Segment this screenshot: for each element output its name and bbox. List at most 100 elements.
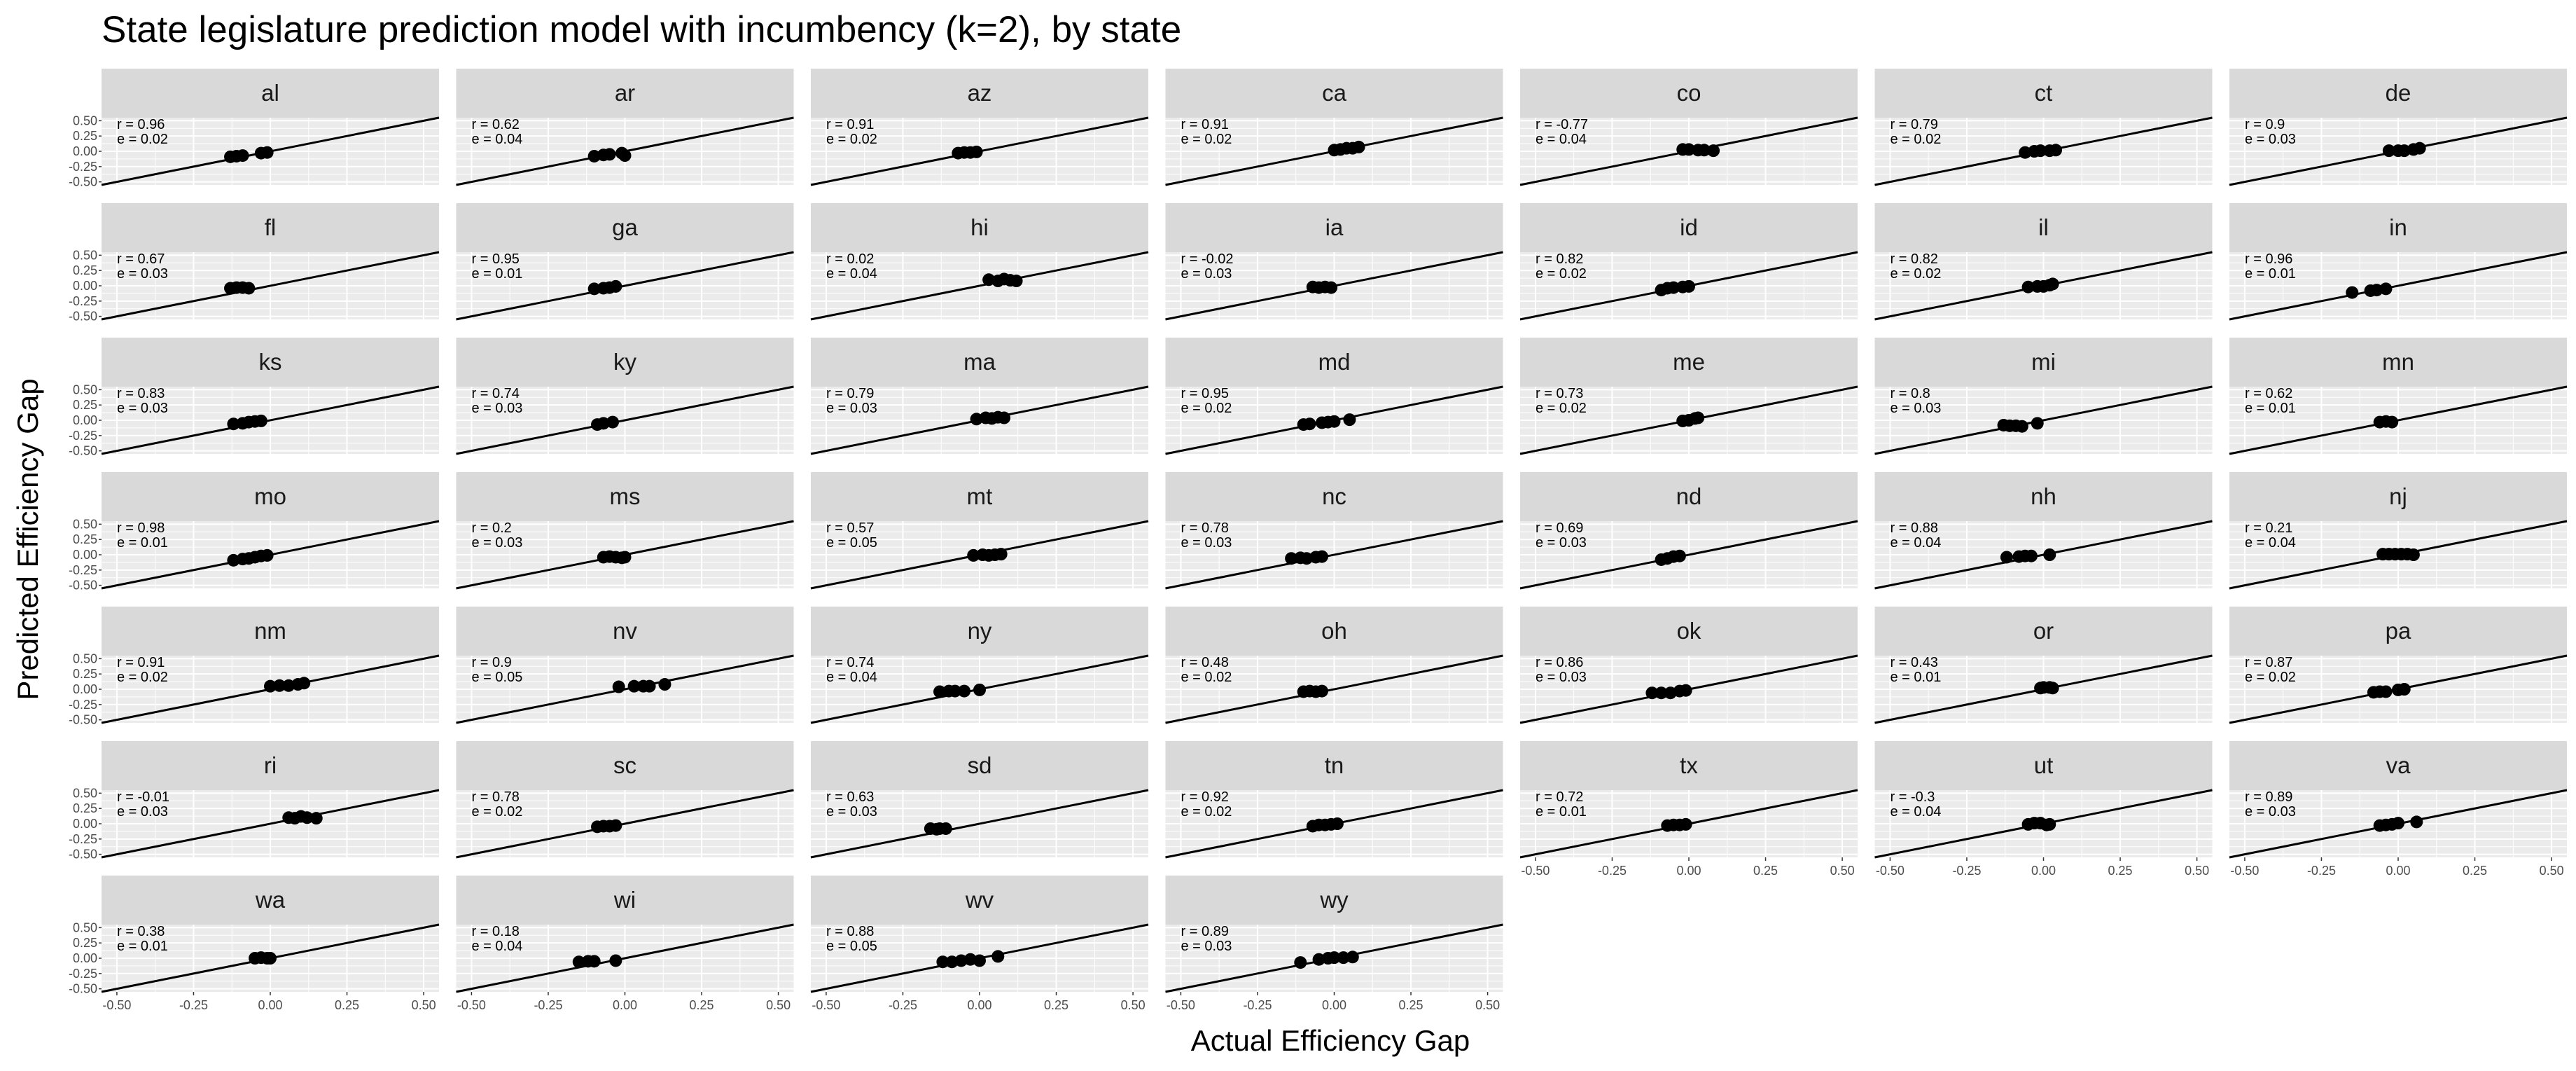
stat-r: r = 0.18: [472, 924, 520, 939]
x-tick-label: -0.50: [1167, 998, 1195, 1012]
y-tick-label: -0.50: [69, 713, 97, 727]
facet-panel-nv: nv r = 0.9e = 0.05: [456, 607, 794, 724]
stat-e: e = 0.03: [117, 804, 168, 820]
stat-e: e = 0.01: [117, 535, 168, 551]
strip-label: hi: [970, 214, 989, 240]
stat-e: e = 0.01: [2245, 266, 2296, 282]
strip-background: [1874, 338, 2213, 387]
strip-background: [811, 338, 1148, 387]
stat-r: r = 0.21: [2245, 520, 2292, 536]
strip-label: or: [2033, 618, 2054, 644]
y-tick-label: 0.00: [73, 144, 97, 158]
y-axis-title: Predicted Efficiency Gap: [11, 378, 44, 700]
stat-r: r = 0.89: [1181, 924, 1229, 939]
strip-label: tn: [1325, 752, 1344, 778]
reference-line: [101, 789, 440, 859]
data-point: [1679, 684, 1692, 697]
x-tick-label: 0.25: [1753, 864, 1778, 878]
reference-line: [2229, 251, 2568, 321]
strip-label: de: [2386, 80, 2411, 106]
strip-background: [2229, 338, 2567, 387]
x-tick-label: -0.25: [889, 998, 917, 1012]
stat-e: e = 0.02: [472, 804, 523, 820]
strip-background: [102, 338, 439, 387]
data-point: [1343, 413, 1356, 427]
strip-background: [2229, 69, 2567, 118]
facet-panel-ks: ks r = 0.83e = 0.03 0.50 0.250.00 -0.25-0.50: [69, 338, 440, 458]
stat-e: e = 0.04: [1891, 535, 1942, 551]
data-point: [1673, 549, 1686, 562]
reference-line: [810, 789, 1149, 859]
facet-panel-oh: oh r = 0.48e = 0.02: [1165, 607, 1503, 724]
stat-e: e = 0.02: [1181, 670, 1232, 685]
chart-title: State legislature prediction model with …: [102, 9, 1181, 50]
data-point: [1655, 686, 1668, 700]
facet-panel-ut: ut r = -0.3e = 0.04 -0.50 -0.25 0.00 0.25 0.50: [1874, 741, 2213, 878]
strip-background: [456, 203, 794, 252]
y-tick-label: -0.50: [69, 444, 97, 458]
strip-background: [811, 203, 1148, 252]
y-tick-label: 0.25: [73, 667, 97, 681]
data-point: [939, 822, 952, 835]
y-tick-label: -0.25: [69, 563, 97, 577]
y-tick-label: 0.00: [73, 682, 97, 696]
facet-panel-pa: pa r = 0.87e = 0.02: [2229, 607, 2568, 724]
y-tick-label: -0.50: [69, 982, 97, 996]
data-point: [2024, 549, 2038, 562]
stat-r: r = 0.96: [2245, 251, 2292, 267]
reference-line: [456, 251, 794, 321]
strip-background: [1874, 69, 2213, 118]
reference-line: [456, 385, 794, 455]
strip-label: me: [1673, 349, 1705, 375]
data-point: [1337, 951, 1350, 965]
data-point: [587, 955, 601, 968]
strip-background: [102, 472, 439, 521]
stat-e: e = 0.02: [117, 670, 168, 685]
x-tick-label: 0.00: [1322, 998, 1346, 1012]
y-tick-label: 0.00: [73, 817, 97, 831]
x-axis-title: Actual Efficiency Gap: [1191, 1024, 1470, 1057]
strip-label: ct: [2035, 80, 2053, 106]
data-point: [227, 417, 240, 431]
strip-label: wy: [1319, 887, 1349, 913]
data-point: [1325, 281, 1338, 294]
y-tick-label: 0.50: [73, 248, 97, 262]
x-tick-label: -0.50: [1521, 864, 1550, 878]
data-point: [1315, 550, 1328, 563]
x-tick-label: -0.50: [812, 998, 840, 1012]
facet-panel-nj: nj r = 0.21e = 0.04: [2229, 472, 2568, 590]
x-tick-label: -0.50: [102, 998, 131, 1012]
x-tick-label: 0.00: [967, 998, 991, 1012]
data-point: [1300, 552, 1314, 565]
strip-label: md: [1318, 349, 1351, 375]
stat-r: r = 0.91: [826, 117, 874, 132]
data-point: [2382, 144, 2395, 158]
data-point: [2413, 141, 2426, 155]
y-tick-label: 0.50: [73, 651, 97, 665]
facet-panel-az: az r = 0.91e = 0.02: [810, 69, 1149, 186]
facet-panel-ky: ky r = 0.74e = 0.03: [456, 338, 794, 455]
data-point: [606, 415, 619, 429]
x-tick-label: -0.50: [457, 998, 486, 1012]
y-tick-label: -0.50: [69, 848, 97, 862]
x-tick-label: 0.25: [2463, 864, 2487, 878]
stat-r: r = 0.72: [1536, 789, 1583, 805]
stat-e: e = 0.03: [826, 804, 877, 820]
facet-panel-wi: wi r = 0.18e = 0.04 -0.50 -0.25 0.00 0.25 0.50: [456, 876, 794, 1012]
data-point: [1645, 686, 1659, 700]
stat-r: r = 0.82: [1891, 251, 1938, 267]
data-point: [2031, 417, 2044, 430]
facet-panel-ar: ar r = 0.62e = 0.04: [456, 69, 794, 186]
facet-panel-il: il r = 0.82e = 0.02: [1874, 203, 2213, 321]
strip-label: ut: [2034, 752, 2054, 778]
strip-background: [102, 69, 439, 118]
strip-background: [1520, 203, 1858, 252]
strip-label: wa: [255, 887, 286, 913]
stat-r: r = 0.02: [826, 251, 874, 267]
stat-r: r = 0.67: [117, 251, 165, 267]
strip-label: ok: [1677, 618, 1701, 644]
data-point: [2000, 551, 2013, 564]
data-point: [2019, 146, 2032, 159]
y-tick-label: -0.25: [69, 698, 97, 712]
reference-line: [456, 654, 794, 724]
